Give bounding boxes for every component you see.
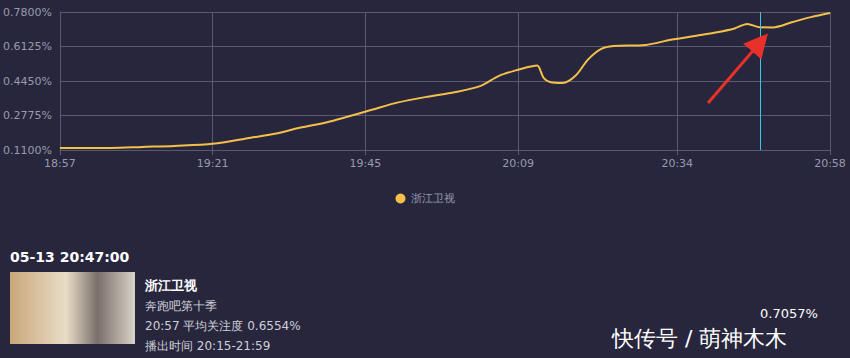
html-text:播出时间 20:15-21:59: 播出时间 20:15-21:59 (145, 339, 271, 353)
svg-text:19:45: 19:45 (350, 157, 382, 170)
html-text:0.7057%: 0.7057% (760, 306, 818, 321)
svg-text:18:57: 18:57 (44, 157, 76, 170)
svg-text:0.4450%: 0.4450% (3, 75, 52, 88)
html-text:05-13 20:47:00: 05-13 20:47:00 (10, 249, 130, 265)
html-text:奔跑吧第十季: 奔跑吧第十季 (145, 299, 217, 313)
html-text:快传号 / 萌神木木: 快传号 / 萌神木木 (612, 326, 788, 351)
svg-text:0.1100%: 0.1100% (3, 144, 52, 157)
svg-text:0.7800%: 0.7800% (3, 6, 52, 19)
svg-text:19:21: 19:21 (197, 157, 229, 170)
html-text:浙江卫视: 浙江卫视 (145, 278, 197, 293)
svg-text:20:09: 20:09 (502, 157, 534, 170)
svg-text:0.2775%: 0.2775% (3, 109, 52, 122)
svg-text:20:58: 20:58 (814, 157, 846, 170)
html-text:20:57 平均关注度 0.6554%: 20:57 平均关注度 0.6554% (145, 319, 301, 333)
svg-text:浙江卫视: 浙江卫视 (411, 192, 455, 205)
svg-text:0.6125%: 0.6125% (3, 40, 52, 53)
svg-text:20:34: 20:34 (661, 157, 693, 170)
